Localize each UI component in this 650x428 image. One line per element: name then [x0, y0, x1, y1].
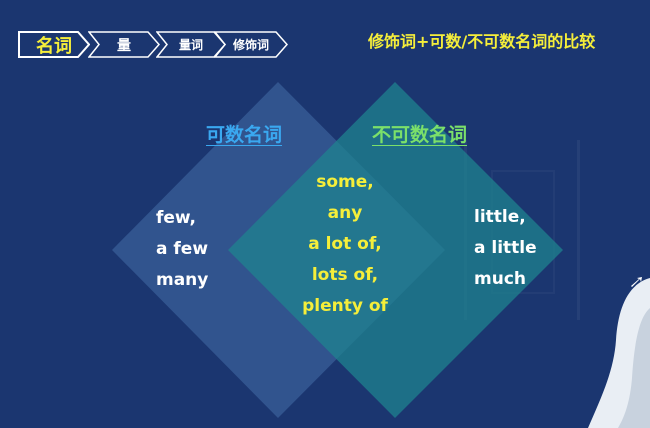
- list-item: any: [327, 203, 363, 223]
- list-item: little,: [474, 207, 526, 227]
- chevron-shape: [156, 31, 226, 58]
- uncountable-nouns-label: 不可数名词: [372, 124, 468, 146]
- list-item: a few: [156, 239, 209, 259]
- shared-list: some, any a lot of, lots of, plenty of: [300, 167, 390, 322]
- breadcrumb-item-measure-words[interactable]: 量词: [156, 31, 226, 58]
- breadcrumb-item-nouns[interactable]: 名词: [18, 31, 90, 58]
- list-item: much: [474, 269, 526, 289]
- presenter-figure: [588, 278, 650, 428]
- mouse-cursor-icon: [631, 277, 642, 287]
- list-item: plenty of: [302, 296, 388, 316]
- list-item: many: [156, 270, 209, 290]
- breadcrumb-item-quantity[interactable]: 量: [88, 31, 160, 58]
- breadcrumb-label: 量词: [178, 38, 203, 52]
- slide-heading: 修饰词+可数/不可数名词的比较: [368, 32, 596, 51]
- chevron-shape: [18, 31, 90, 58]
- uncountable-only-list: little, a little much: [474, 202, 537, 295]
- list-item: few,: [156, 208, 197, 228]
- breadcrumb-label: 名词: [36, 35, 72, 57]
- list-item: lots of,: [311, 265, 379, 285]
- breadcrumb-label: 修饰词: [232, 38, 269, 52]
- chevron-shape: [88, 31, 160, 58]
- breadcrumb-label: 量: [117, 37, 131, 54]
- countable-only-list: few, a few many: [156, 203, 208, 296]
- countable-nouns-label: 可数名词: [206, 124, 283, 146]
- list-item: some,: [316, 172, 374, 192]
- list-item: a little: [474, 238, 537, 258]
- uncountable-diamond: [228, 82, 563, 418]
- list-item: a lot of,: [308, 234, 382, 254]
